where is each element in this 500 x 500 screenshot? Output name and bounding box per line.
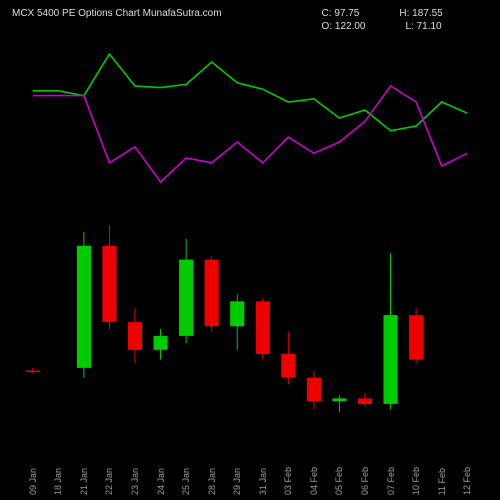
candle-body xyxy=(307,378,321,402)
candle-body xyxy=(154,336,168,350)
magenta-line xyxy=(33,86,467,182)
close-value: C: 97.75 xyxy=(322,8,360,19)
x-axis-label: 21 Jan xyxy=(79,468,89,495)
x-axis-label: 22 Jan xyxy=(104,468,114,495)
x-axis-label: 07 Feb xyxy=(386,467,396,495)
candle-body xyxy=(384,315,398,404)
candle-body xyxy=(77,246,91,368)
x-axis-label: 28 Jan xyxy=(207,468,217,495)
x-axis-label: 05 Feb xyxy=(334,467,344,495)
candle-body xyxy=(409,315,423,359)
x-axis-label: 09 Jan xyxy=(28,468,38,495)
high-value: H: 187.55 xyxy=(399,8,442,19)
candle-body xyxy=(26,371,40,372)
x-axis-label: 29 Jan xyxy=(232,468,242,495)
candle-body xyxy=(256,301,270,354)
candle-body xyxy=(281,354,295,378)
chart-area xyxy=(20,28,480,440)
candle-body xyxy=(358,398,372,404)
x-axis-label: 03 Feb xyxy=(283,467,293,495)
x-axis-label: 31 Jan xyxy=(258,468,268,495)
x-axis-label: 04 Feb xyxy=(309,467,319,495)
x-axis-labels: 09 Jan 18 Jan 21 Jan 22 Jan 23 Jan 24 Jan 25 J… xyxy=(20,445,480,495)
x-axis-label: 10 Feb xyxy=(411,467,421,495)
x-axis-label: 12 Feb xyxy=(462,467,472,495)
x-axis-label: 11 Feb xyxy=(437,468,447,495)
candle-body xyxy=(179,260,193,336)
candle-body xyxy=(128,322,142,350)
x-axis-label: 18 Jan xyxy=(53,468,63,495)
x-axis-label: 23 Jan xyxy=(130,468,140,495)
x-axis-label: 25 Jan xyxy=(181,468,191,495)
candle-body xyxy=(102,246,116,322)
x-axis-label: 24 Jan xyxy=(156,468,166,495)
candle-body xyxy=(230,301,244,326)
candle-body xyxy=(205,260,219,327)
candle-body xyxy=(332,398,346,401)
x-axis-label: 06 Feb xyxy=(360,467,370,495)
chart-svg xyxy=(20,28,480,440)
